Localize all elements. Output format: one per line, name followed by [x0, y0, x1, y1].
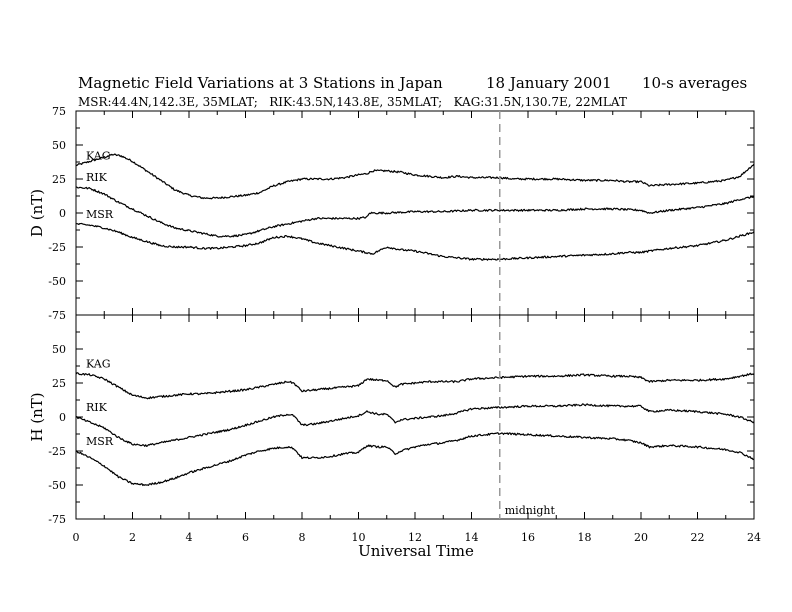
x-tick-label: 12: [408, 531, 422, 544]
x-tick-label: 6: [242, 531, 249, 544]
trace-kag-0: [75, 153, 755, 200]
series-label-rik: RIK: [86, 401, 108, 414]
x-tick-label: 8: [299, 531, 306, 544]
x-tick-label: 22: [691, 531, 705, 544]
x-tick-label: 18: [578, 531, 592, 544]
x-tick-label: 16: [521, 531, 535, 544]
y-tick-label: 0: [59, 411, 66, 424]
series-label-rik: RIK: [86, 171, 108, 184]
y-tick-label: -50: [48, 275, 66, 288]
universal-time-axis: 0 2 4 6 8 10 12 14 16 18 20 22 24: [73, 531, 762, 544]
trace-msr-1: [75, 432, 755, 487]
declination-panel: 75 50 25 0 -25 -50 -75 D (nT) KAG RIK MSR: [28, 105, 755, 322]
x-tick-label: 0: [73, 531, 80, 544]
y-tick-label: 25: [52, 377, 66, 390]
trace-rik-1: [75, 403, 755, 447]
x-tick-label: 4: [186, 531, 193, 544]
y-tick-label: -25: [48, 445, 66, 458]
midnight-label: midnight: [505, 504, 556, 517]
chart-title-right: 10-s averages: [642, 74, 747, 92]
series-label-msr: MSR: [86, 435, 114, 448]
y-tick-label: -50: [48, 479, 66, 492]
chart-title-date: 18 January 2001: [486, 74, 612, 92]
y-tick-label: 75: [52, 105, 66, 118]
x-tick-label: 14: [465, 531, 479, 544]
x-axis-label: Universal Time: [358, 542, 474, 560]
y-axis-label-1: H (nT): [28, 392, 46, 441]
trace-rik-0: [75, 186, 755, 238]
horizontal-panel: 50 25 0 -25 -50 -75 H (nT) KAG RIK MSR: [28, 314, 755, 526]
trace-kag-1: [75, 372, 755, 400]
y-tick-label: -75: [48, 513, 66, 526]
y-axis-label-0: D (nT): [28, 189, 46, 237]
chart-title-left: Magnetic Field Variations at 3 Stations …: [78, 74, 443, 92]
midnight-marker: midnight: [499, 111, 556, 519]
y-tick-label: 0: [59, 207, 66, 220]
y-tick-label: 25: [52, 173, 66, 186]
x-tick-label: 10: [352, 531, 366, 544]
y-tick-label: 50: [52, 343, 66, 356]
series-label-kag: KAG: [86, 357, 111, 370]
chart-subtitle: MSR:44.4N,142.3E, 35MLAT; RIK:43.5N,143.…: [78, 95, 627, 109]
y-tick-label: -75: [48, 309, 66, 322]
y-tick-label: -25: [48, 241, 66, 254]
series-label-kag: KAG: [86, 149, 111, 162]
x-tick-label: 20: [634, 531, 648, 544]
trace-msr-0: [75, 222, 755, 261]
x-tick-label: 2: [129, 531, 136, 544]
x-tick-label: 24: [747, 531, 761, 544]
series-label-msr: MSR: [86, 208, 114, 221]
y-tick-label: 50: [52, 139, 66, 152]
